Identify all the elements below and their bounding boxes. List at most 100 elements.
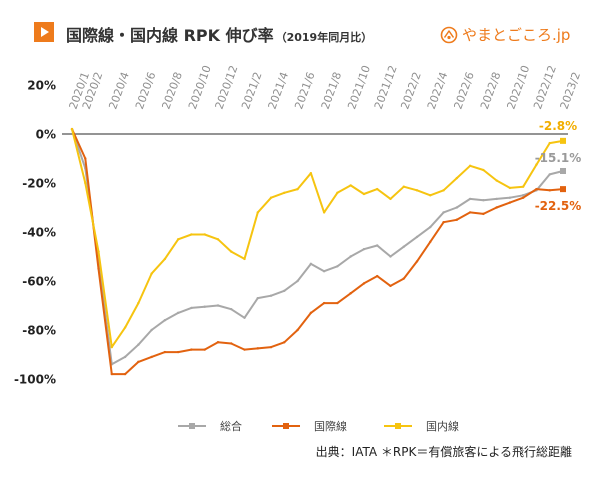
y-tick-label: 0% (36, 128, 56, 142)
data-point-total (548, 173, 551, 176)
data-point-total (163, 319, 167, 322)
data-point-domestic (123, 326, 127, 329)
data-point-domestic (110, 345, 114, 349)
end-marker-international (560, 186, 566, 193)
x-tick-label: 2021/2 (239, 70, 264, 111)
data-point-total (243, 316, 246, 319)
y-tick-label: 20% (27, 79, 56, 93)
data-point-domestic (190, 233, 193, 236)
legend-swatch-international (272, 422, 300, 429)
data-point-total (190, 306, 193, 310)
legend-item-total: 総合 (178, 415, 242, 433)
legend-item-domestic: 国内線 (384, 415, 459, 433)
data-point-domestic (402, 185, 405, 188)
data-point-domestic (309, 172, 313, 175)
data-point-domestic (521, 185, 525, 188)
data-point-international (442, 221, 445, 224)
logo-text: やまとごころ.jp (462, 26, 571, 44)
data-point-international (150, 355, 153, 359)
data-point-international (349, 292, 352, 295)
data-point-total (442, 211, 445, 214)
end-value-label-international: -22.5% (535, 199, 582, 213)
y-tick-label: -100% (14, 373, 56, 387)
data-point-domestic (322, 211, 326, 214)
data-point-international (309, 311, 313, 315)
data-point-domestic (256, 211, 259, 214)
data-point-international (176, 350, 180, 354)
chart-title: 国際線・国内線 RPK 伸び率 (66, 26, 274, 45)
x-tick-label: 2020/12 (213, 64, 241, 111)
data-point-international (336, 301, 339, 305)
series-line-domestic (71, 128, 564, 349)
data-point-total (468, 197, 472, 201)
data-point-international (256, 347, 259, 350)
data-point-total (296, 279, 299, 283)
play-icon (34, 22, 54, 42)
data-point-domestic (283, 191, 286, 194)
data-point-total (495, 197, 498, 201)
data-point-domestic (296, 187, 299, 191)
data-point-international (535, 187, 538, 191)
data-point-domestic (349, 184, 352, 187)
data-point-total (216, 304, 220, 307)
data-point-domestic (243, 257, 246, 261)
data-point-international (216, 341, 220, 344)
data-point-domestic (97, 250, 100, 253)
legend-swatch-domestic (384, 422, 412, 429)
data-point-international (123, 372, 127, 376)
end-value-labels: -15.1% -22.5% -2.8% (535, 119, 582, 213)
x-tick-label: 2022/10 (505, 64, 533, 111)
data-point-domestic (429, 194, 432, 197)
data-point-domestic (230, 250, 233, 253)
data-point-total (389, 255, 392, 258)
data-point-international (402, 277, 405, 280)
data-point-international (110, 372, 114, 376)
data-point-total (482, 198, 485, 202)
data-point-international (468, 211, 472, 214)
data-point-domestic (535, 163, 538, 166)
data-point-international (137, 360, 140, 364)
data-point-total (269, 294, 273, 297)
x-tick-label: 2021/12 (372, 64, 400, 111)
series-domestic (70, 127, 566, 349)
x-tick-label: 2020/8 (159, 70, 184, 111)
data-point-domestic (84, 181, 87, 185)
data-point-domestic (389, 197, 392, 201)
data-point-total (521, 194, 525, 197)
data-point-total (230, 307, 233, 311)
x-tick-label: 2021/8 (319, 70, 344, 111)
x-tick-label: 2022/12 (531, 64, 559, 111)
data-point-total (349, 255, 352, 258)
data-point-total (429, 225, 432, 229)
y-tick-label: -40% (22, 226, 56, 240)
data-point-total (283, 289, 286, 292)
data-point-domestic (468, 164, 472, 168)
brand-logo: やまとごころ.jp (440, 24, 570, 45)
title-block: 国際線・国内線 RPK 伸び率 （2019年同月比） (66, 22, 372, 46)
data-point-domestic (495, 179, 498, 182)
x-tick-label: 2020/4 (106, 70, 131, 111)
data-point-domestic (216, 238, 220, 241)
data-point-total (176, 311, 180, 315)
legend-swatch-total (178, 422, 206, 429)
data-point-international (455, 218, 459, 221)
data-point-domestic (269, 196, 273, 199)
data-point-domestic (163, 257, 167, 261)
y-tick-label: -20% (22, 177, 56, 191)
y-axis-labels: 20% 0% -20% -40% -60% -80% -100% (14, 79, 56, 387)
data-point-total (362, 247, 366, 251)
y-tick-label: -80% (22, 324, 56, 338)
data-point-total (150, 328, 153, 332)
data-point-domestic (336, 191, 339, 194)
data-point-domestic (203, 233, 206, 236)
data-point-international (482, 212, 485, 216)
data-point-international (429, 240, 432, 243)
data-point-domestic (548, 141, 551, 145)
data-point-international (243, 348, 246, 351)
data-point-domestic (482, 168, 485, 172)
data-point-total (402, 245, 405, 248)
x-tick-label: 2022/8 (478, 70, 503, 111)
legend: 総合 国際線 国内線 (0, 415, 600, 433)
